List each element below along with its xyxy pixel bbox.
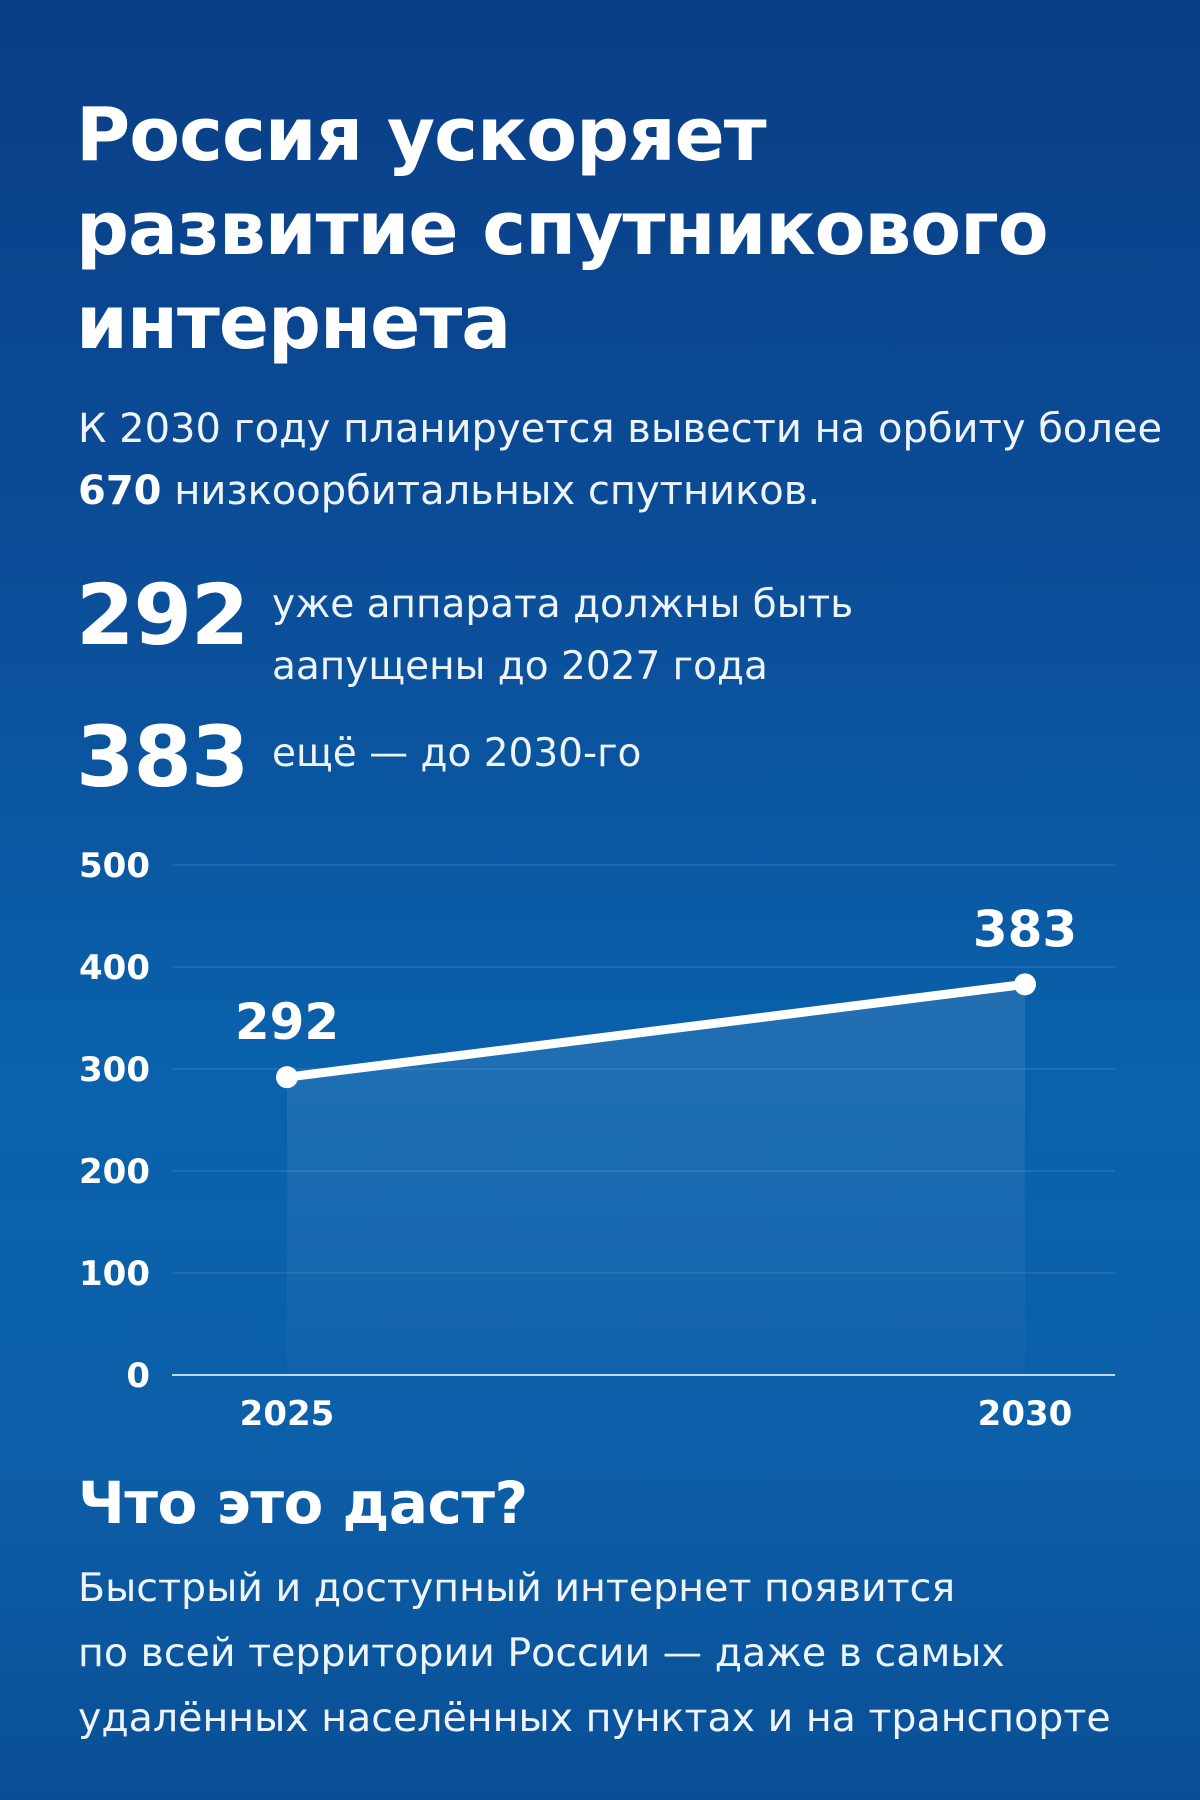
y-tick-label: 0 bbox=[126, 1356, 150, 1396]
lede-highlight-number: 670 bbox=[78, 468, 162, 514]
section-body-line-1: Быстрый и доступный интернет появится bbox=[78, 1565, 956, 1611]
series-line bbox=[282, 979, 1030, 1082]
section-body-line-3: удалённых населённых пунктах и на трансп… bbox=[78, 1695, 1111, 1741]
line-chart: 0 100 200 300 400 500 2025 2030 292 383 bbox=[0, 830, 1200, 1430]
data-point-marker bbox=[1014, 973, 1036, 996]
page-title: Россия ускоряет развитие спутникового ин… bbox=[76, 92, 1049, 366]
y-tick-label: 300 bbox=[79, 1050, 150, 1090]
data-point-marker bbox=[276, 1066, 298, 1089]
lede-paragraph: К 2030 году планируется вывести на орбит… bbox=[78, 398, 1178, 522]
data-label: 292 bbox=[235, 993, 339, 1051]
stat-number-2030: 383 bbox=[76, 708, 249, 806]
chart-svg: 0 100 200 300 400 500 2025 2030 292 383 bbox=[79, 846, 1115, 1430]
lede-text-after: низкоорбитальных спутников. bbox=[161, 468, 821, 514]
lede-text-before: К 2030 году планируется вывести на орбит… bbox=[78, 406, 1163, 452]
stat-number-2027: 292 bbox=[76, 566, 249, 664]
area-fill bbox=[287, 984, 1025, 1375]
x-tick-label: 2030 bbox=[978, 1394, 1073, 1430]
y-tick-label: 400 bbox=[79, 948, 150, 988]
stat-text-2027: уже аппарата должны быть аапущены до 202… bbox=[272, 582, 854, 689]
x-tick-label: 2025 bbox=[240, 1394, 335, 1430]
section-heading: Что это даст? bbox=[78, 1469, 528, 1537]
section-body-line-2: по всей территории России — даже в самых bbox=[78, 1630, 1005, 1676]
stat-text-2030: ещё — до 2030-го bbox=[272, 731, 642, 776]
y-tick-label: 500 bbox=[79, 846, 150, 886]
data-label: 383 bbox=[973, 900, 1077, 958]
y-tick-label: 200 bbox=[79, 1152, 150, 1192]
y-tick-label: 100 bbox=[79, 1254, 150, 1294]
section-body: Быстрый и доступный интернет появится по… bbox=[78, 1556, 1188, 1751]
